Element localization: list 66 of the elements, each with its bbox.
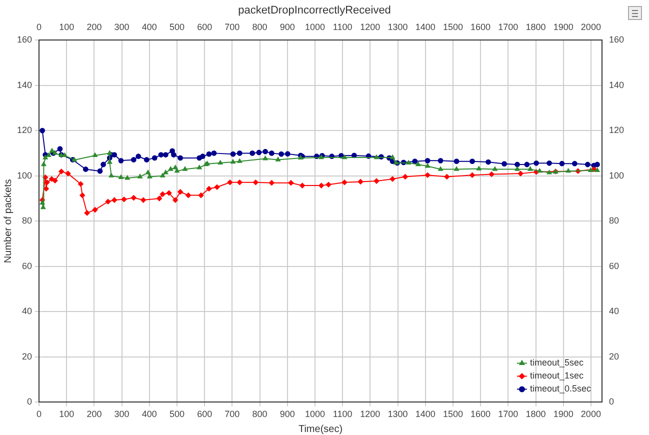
y-tick-label: 80: [22, 216, 32, 226]
x2-tick-label: 1200: [360, 22, 380, 32]
y-tick-label: 160: [16, 34, 32, 44]
x2-tick-label: 2000: [580, 22, 601, 32]
x2-tick-label: 300: [114, 22, 130, 32]
x2-tick-label: 1600: [470, 22, 491, 32]
x-tick-label: 0: [36, 409, 42, 420]
x-tick-label: 1200: [360, 409, 380, 420]
x-axis-title: Time(sec): [298, 424, 343, 435]
chart-title: packetDropIncorrectlyReceived: [238, 4, 391, 17]
x2-tick-label: 900: [280, 22, 295, 32]
y2-tick-label: 0: [608, 396, 614, 407]
x2-tick-label: 0: [36, 22, 42, 32]
x2-tick-label: 1300: [388, 22, 408, 32]
x-tick-label: 1800: [526, 409, 546, 420]
legend-label: timeout_0.5sec: [530, 384, 592, 394]
x-tick-label: 1700: [498, 409, 518, 420]
x-tick-label: 700: [224, 409, 240, 420]
x-tick-label: 1100: [332, 409, 352, 420]
x2-tick-label: 1100: [332, 22, 352, 32]
x-tick-label: 1600: [470, 409, 491, 420]
legend-label: timeout_5sec: [530, 358, 584, 368]
x-tick-label: 900: [280, 409, 295, 420]
y2-tick-label: 80: [608, 216, 619, 226]
x-tick-label: 800: [252, 409, 268, 420]
y2-tick-label: 60: [608, 260, 619, 271]
y2-tick-label: 160: [608, 34, 624, 44]
x-tick-label: 200: [86, 409, 102, 420]
x-tick-label: 100: [59, 409, 74, 420]
x2-tick-label: 1400: [415, 22, 436, 32]
x2-tick-label: 1700: [498, 22, 518, 32]
y2-tick-label: 120: [608, 125, 624, 136]
x-tick-label: 500: [169, 409, 185, 420]
y2-tick-label: 40: [608, 306, 619, 316]
x2-tick-label: 800: [252, 22, 268, 32]
y-tick-label: 20: [22, 351, 32, 362]
x2-tick-label: 1800: [526, 22, 546, 32]
x-tick-label: 1300: [388, 409, 408, 420]
x-tick-label: 2000: [580, 409, 601, 420]
y-tick-label: 120: [16, 125, 32, 136]
y-tick-label: 100: [16, 170, 32, 180]
legend-label: timeout_1sec: [530, 370, 584, 381]
y-tick-label: 60: [22, 260, 32, 271]
x2-tick-label: 400: [142, 22, 157, 32]
x-tick-label: 300: [114, 409, 130, 420]
x2-tick-label: 1900: [553, 22, 574, 32]
y-tick-label: 140: [16, 80, 32, 90]
x2-tick-label: 200: [86, 22, 102, 32]
x2-tick-label: 100: [59, 22, 74, 32]
x-tick-label: 1400: [415, 409, 436, 420]
y2-tick-label: 100: [608, 170, 624, 180]
x-tick-label: 400: [142, 409, 157, 420]
y-tick-label: 40: [22, 306, 32, 316]
y2-tick-label: 140: [608, 80, 624, 90]
x-tick-label: 1500: [442, 409, 463, 420]
x2-tick-label: 600: [197, 22, 212, 32]
y-tick-label: 0: [27, 396, 32, 407]
x2-tick-label: 700: [224, 22, 240, 32]
y2-tick-label: 20: [608, 351, 619, 362]
y-axis-title: Number of packets: [2, 179, 14, 264]
x2-tick-label: 1500: [442, 22, 463, 32]
x2-tick-label: 500: [169, 22, 185, 32]
x-tick-label: 1000: [304, 409, 325, 420]
x-tick-label: 1900: [553, 409, 574, 420]
x2-tick-label: 1000: [304, 22, 325, 32]
x-tick-label: 600: [197, 409, 212, 420]
